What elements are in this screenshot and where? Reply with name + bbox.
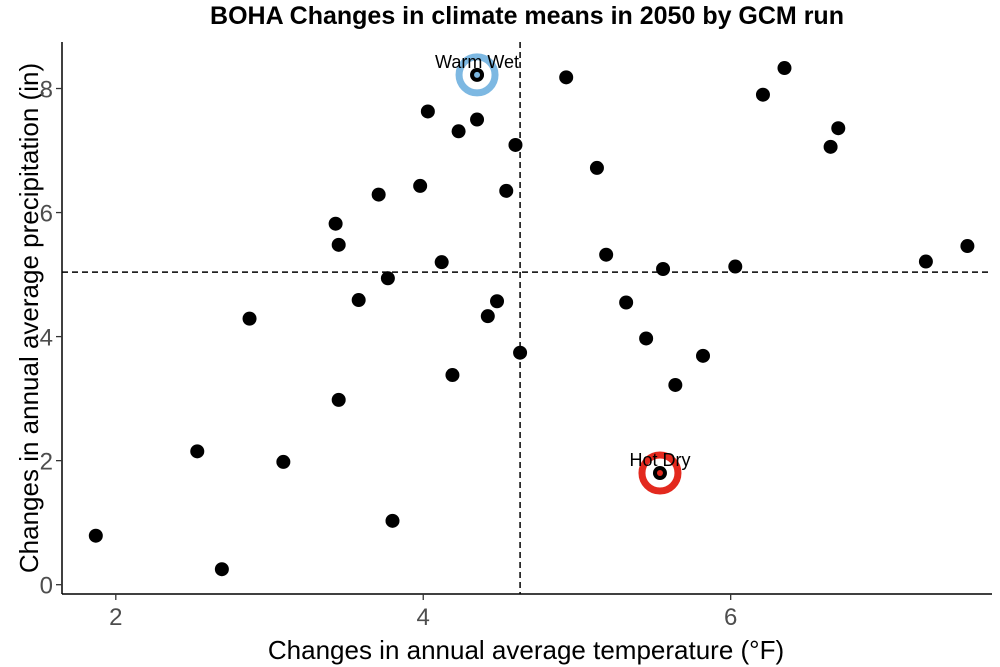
y-tick-label: 6: [40, 201, 53, 228]
y-axis-title: Changes in annual average precipitation …: [14, 63, 44, 573]
data-point: [420, 104, 435, 119]
highlight-label: Warm Wet: [435, 52, 519, 72]
highlight-center: [474, 71, 481, 78]
data-point: [331, 237, 346, 252]
y-tick-label: 4: [40, 325, 53, 352]
x-tick-label: 2: [109, 604, 122, 631]
data-point: [351, 293, 366, 308]
data-point: [434, 255, 449, 270]
highlight-ring: [638, 451, 682, 495]
x-tick-label: 4: [417, 604, 430, 631]
data-point: [728, 259, 743, 274]
data-point: [499, 183, 514, 198]
data-point: [385, 513, 400, 528]
x-tick-label: 6: [724, 604, 737, 631]
data-point: [490, 294, 505, 309]
data-point: [371, 187, 386, 202]
highlight-ring: [455, 53, 499, 97]
data-point: [656, 262, 671, 277]
data-point: [668, 377, 683, 392]
data-point: [451, 124, 466, 139]
y-tick-label: 8: [40, 77, 53, 104]
y-tick-label: 0: [40, 573, 53, 600]
data-point: [380, 271, 395, 286]
data-point: [242, 311, 257, 326]
data-point: [777, 61, 792, 76]
data-point: [755, 87, 770, 102]
data-point: [328, 216, 343, 231]
data-point: [214, 562, 229, 577]
data-point: [331, 392, 346, 407]
data-point: [513, 345, 528, 360]
data-point: [960, 239, 975, 254]
data-point: [190, 444, 205, 459]
data-point: [599, 247, 614, 262]
data-point: [470, 112, 485, 127]
data-point: [508, 137, 523, 152]
x-axis-title: Changes in annual average temperature (°…: [268, 635, 784, 665]
data-point: [589, 160, 604, 175]
highlight-label: Hot Dry: [629, 450, 690, 470]
data-point: [639, 331, 654, 346]
plot-area: 2 4 6 0 2 4 6 8 Warm Wet Hot Dry: [40, 42, 992, 631]
y-tick-label: 2: [40, 449, 53, 476]
data-point: [559, 70, 574, 85]
chart-title: BOHA Changes in climate means in 2050 by…: [210, 2, 844, 30]
data-point: [413, 178, 428, 193]
data-point: [619, 295, 634, 310]
data-point: [823, 139, 838, 154]
data-point: [918, 254, 933, 269]
data-point: [480, 309, 495, 324]
data-point: [696, 348, 711, 363]
highlight-center: [656, 470, 663, 477]
data-point: [88, 528, 103, 543]
data-point: [276, 454, 291, 469]
data-point: [445, 368, 460, 383]
data-point: [831, 121, 846, 136]
